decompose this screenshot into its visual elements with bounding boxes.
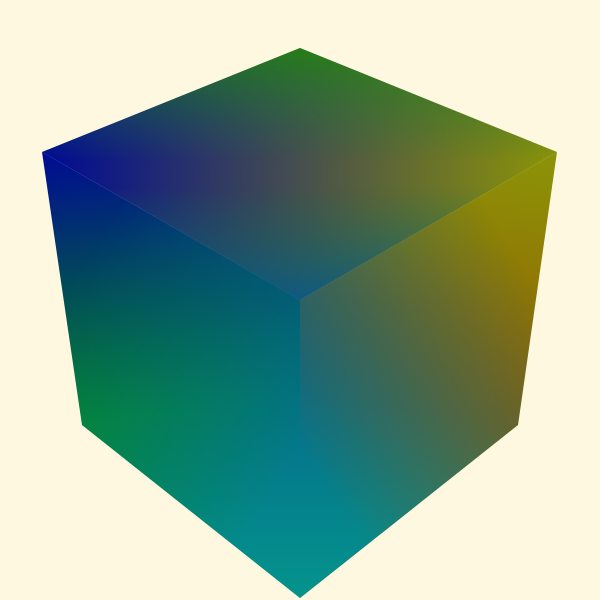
cube-top-face: [42, 48, 557, 300]
cube-right-face: [300, 152, 557, 598]
cube-left-face: [42, 152, 300, 598]
